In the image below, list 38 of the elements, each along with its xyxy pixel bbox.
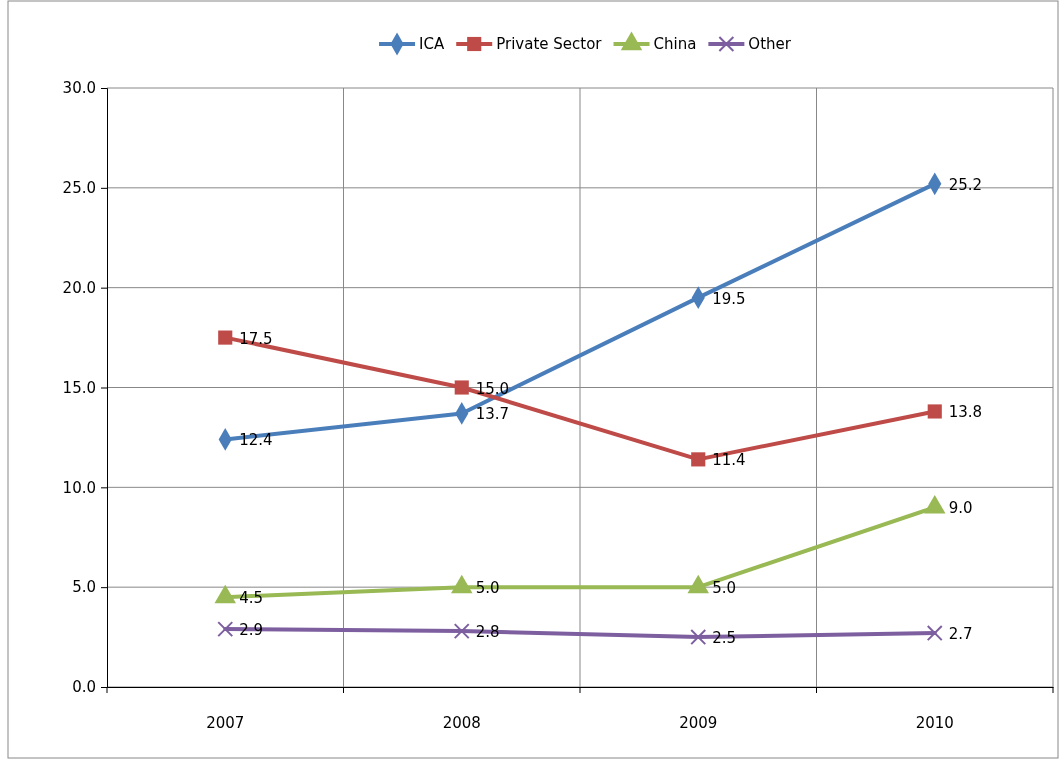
x-tick-label: 2010: [915, 713, 954, 732]
point: [218, 330, 233, 345]
point: [691, 452, 706, 467]
data-label: 11.4: [712, 451, 746, 470]
y-tick-label: 15.0: [62, 378, 96, 397]
point: [454, 380, 469, 395]
point: [926, 625, 943, 642]
y-tick-label: 0.0: [72, 678, 96, 697]
data-label: 12.4: [239, 431, 273, 450]
point: [217, 621, 234, 638]
y-tick-label: 20.0: [62, 278, 96, 297]
data-label: 2.8: [475, 623, 500, 642]
y-tick-label: 5.0: [72, 578, 96, 597]
data-label: 19.5: [712, 289, 746, 308]
y-tick-label: 10.0: [62, 478, 96, 497]
point: [927, 404, 942, 419]
x-tick-label: 2008: [442, 713, 481, 732]
point: [690, 629, 707, 646]
data-label: 2.7: [948, 625, 973, 644]
data-label: 2.9: [239, 621, 264, 640]
data-label: 25.2: [948, 175, 983, 194]
data-label: 5.0: [712, 579, 737, 598]
data-label: 2.5: [712, 629, 737, 648]
data-label: 9.0: [948, 499, 973, 518]
point: [453, 623, 470, 640]
data-label: 13.7: [475, 405, 510, 424]
data-label: 5.0: [475, 579, 500, 598]
y-tick-label: 25.0: [62, 179, 96, 198]
data-label: 15.0: [475, 379, 510, 398]
legend-label: Other: [748, 35, 792, 53]
data-label: 13.8: [948, 403, 983, 422]
legend-label: Private Sector: [496, 35, 603, 53]
data-label: 17.5: [239, 329, 273, 348]
y-tick-label: 30.0: [62, 79, 96, 98]
x-tick-label: 2007: [206, 713, 245, 732]
x-tick-label: 2009: [679, 713, 718, 732]
legend-label: China: [653, 35, 697, 53]
legend-label: ICA: [419, 35, 445, 53]
